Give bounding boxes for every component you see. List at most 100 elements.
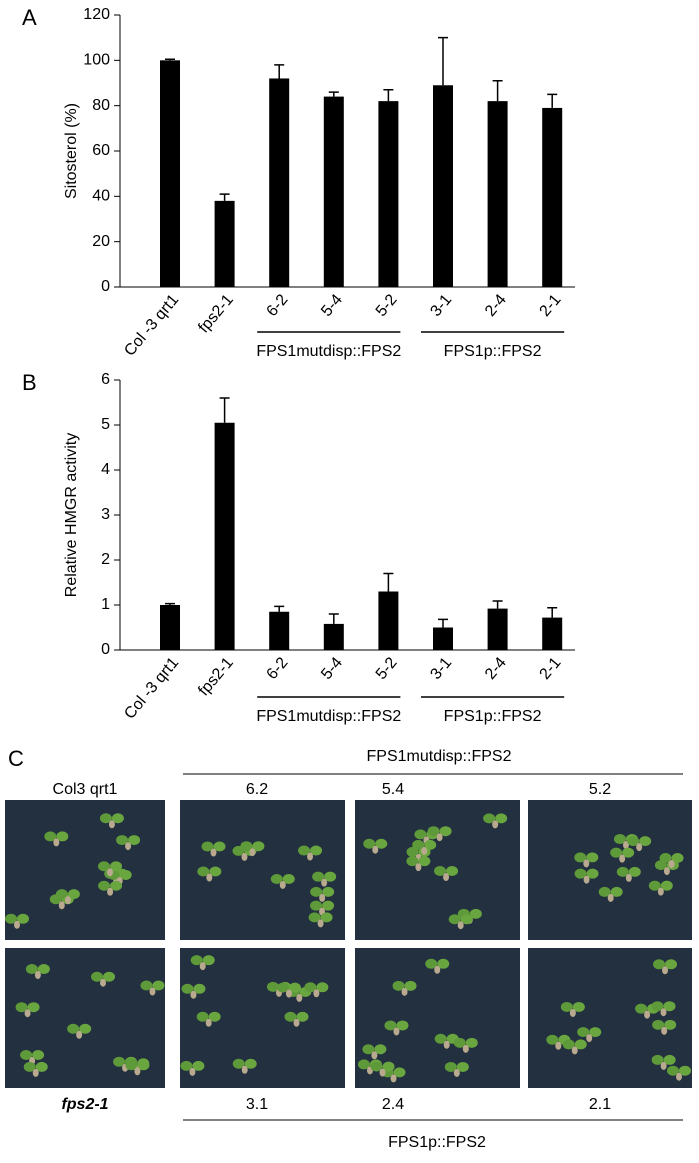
seedling	[17, 913, 30, 924]
seedling	[375, 838, 388, 849]
seedling	[483, 813, 496, 824]
error-bar	[274, 605, 285, 612]
seedling	[107, 868, 114, 877]
y-tick-label: 5	[101, 416, 110, 433]
y-tick-label: 1	[101, 596, 110, 613]
bar	[323, 623, 344, 650]
seedling	[406, 846, 419, 857]
seedling	[15, 1002, 28, 1013]
photo-label: 5.4	[382, 781, 404, 798]
seedling	[583, 859, 590, 868]
seedling	[244, 1058, 257, 1069]
seedling	[370, 1061, 383, 1072]
y-tick-label: 120	[83, 6, 110, 23]
seedling	[427, 826, 440, 837]
seedling	[79, 1023, 92, 1034]
seedling	[64, 896, 71, 905]
seedling	[180, 1060, 193, 1071]
seedling	[577, 1027, 590, 1038]
seedling	[210, 848, 217, 857]
y-tick-label: 6	[101, 371, 110, 388]
seedling	[56, 831, 69, 842]
seedling	[285, 989, 292, 998]
seedling	[610, 886, 623, 897]
seedling	[310, 900, 323, 911]
x-tick-label: 5-4	[318, 291, 346, 320]
seedling	[27, 1002, 40, 1013]
seedling	[252, 841, 265, 852]
bar	[487, 101, 508, 287]
seedling	[661, 1026, 668, 1035]
seedling	[457, 921, 464, 930]
seedling	[392, 980, 405, 991]
seedling	[119, 869, 132, 880]
bar	[433, 627, 453, 650]
seedling	[240, 841, 253, 852]
x-tick-label: 5-2	[373, 291, 401, 320]
seedling	[444, 1061, 457, 1072]
bar	[487, 608, 508, 650]
seedling	[110, 861, 123, 872]
seedling	[321, 878, 328, 887]
seedling	[622, 841, 629, 850]
seedling	[205, 1018, 212, 1027]
seedling	[44, 831, 57, 842]
x-tick-label: fps2-1	[195, 654, 237, 699]
bar	[542, 107, 563, 287]
seedling	[613, 834, 626, 845]
seedling	[465, 1037, 478, 1048]
photo-label: Col3 qrt1	[53, 781, 118, 798]
seedling	[583, 875, 590, 884]
seedling	[671, 853, 684, 864]
group-label: FPS1p::FPS2	[388, 1134, 486, 1151]
seedling	[181, 983, 194, 994]
y-tick-label: 20	[92, 233, 110, 250]
seedling	[357, 1059, 370, 1070]
error-bar	[547, 606, 558, 618]
seedling	[639, 836, 652, 847]
seedling	[374, 1044, 387, 1055]
seedling	[37, 964, 50, 975]
seedling	[317, 919, 324, 928]
group-label: FPS1p::FPS2	[444, 708, 542, 725]
seedling	[100, 978, 107, 987]
seedling	[197, 866, 210, 877]
seedling	[310, 886, 323, 897]
error-bar	[547, 93, 558, 108]
seedling	[55, 889, 68, 900]
error-bar	[438, 618, 448, 628]
seedling	[492, 820, 499, 829]
error-bar	[492, 79, 503, 102]
y-tick-label: 100	[83, 52, 110, 69]
x-tick-label: 2-4	[482, 291, 510, 320]
y-axis-label: Sitosterol (%)	[63, 103, 80, 199]
seedling	[196, 1011, 209, 1022]
seedling	[625, 873, 632, 882]
seedling	[664, 1019, 677, 1030]
seedling	[586, 868, 599, 879]
seedling	[307, 852, 314, 861]
seedling	[412, 839, 425, 850]
seedling	[108, 820, 115, 829]
seedling	[296, 993, 303, 1002]
seedling	[363, 838, 376, 849]
bar	[323, 96, 344, 287]
bar	[433, 85, 453, 288]
seedling	[406, 856, 419, 867]
seedling	[99, 813, 112, 824]
seedling	[58, 901, 65, 910]
seedling	[270, 873, 283, 884]
panel-letter: C	[8, 746, 24, 771]
seedling	[404, 980, 417, 991]
seedling	[232, 1058, 245, 1069]
seedling	[111, 813, 124, 824]
seedling	[67, 889, 80, 900]
seedling	[443, 1040, 450, 1049]
seedling	[249, 848, 256, 857]
seedling	[586, 1034, 593, 1043]
x-tick-label: 2-4	[482, 654, 510, 683]
y-tick-label: 80	[92, 97, 110, 114]
seedling	[644, 1010, 651, 1019]
seedling	[446, 866, 459, 877]
